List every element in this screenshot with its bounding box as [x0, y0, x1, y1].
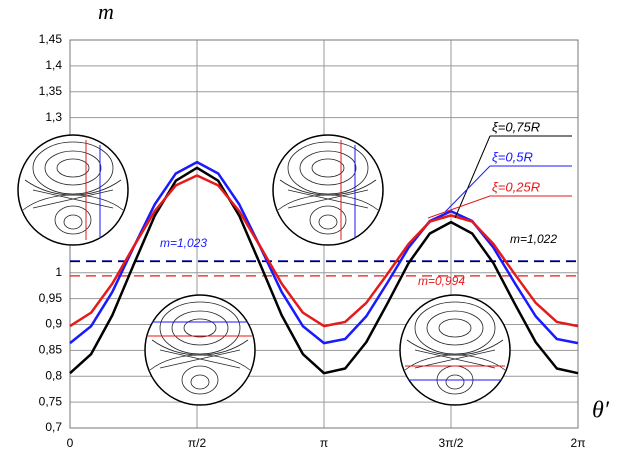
x-tick-label: 3π/2 — [439, 436, 464, 450]
y-tick-label: 0,8 — [45, 368, 62, 382]
series-line — [69, 174, 579, 328]
x-tick-label: 0 — [67, 436, 74, 450]
y-tick-label: 0,75 — [39, 394, 63, 408]
x-tick-label: 2π — [571, 436, 586, 450]
series-line — [69, 160, 579, 345]
reference-label: m=1,022 — [510, 232, 557, 246]
legend-leader — [454, 135, 491, 219]
x-tick-label: π — [320, 436, 328, 450]
y-tick-label: 0,7 — [45, 420, 62, 434]
legend-leader — [427, 195, 491, 219]
reference-label: m=1,023 — [160, 236, 207, 250]
x-tick-label: π/2 — [188, 436, 207, 450]
reference-label: m=0,994 — [418, 274, 465, 288]
legend-leader — [444, 165, 491, 213]
y-tick-label: 1 — [55, 265, 62, 279]
insets — [17, 134, 511, 406]
y-tick-label: 0,95 — [39, 291, 63, 305]
y-tick-label: 0,9 — [45, 317, 62, 331]
y-tick-label: 0,85 — [39, 343, 63, 357]
series-line — [69, 166, 579, 375]
x-axis-label: θ′ — [592, 398, 610, 424]
y-axis-label: m — [98, 0, 114, 24]
y-tick-label: 1,45 — [39, 32, 63, 46]
legend-label: ξ=0,25R — [492, 179, 540, 194]
y-tick-label: 1,4 — [45, 58, 62, 72]
y-tick-label: 1,3 — [45, 110, 62, 124]
y-tick-label: 1,35 — [39, 84, 63, 98]
legend-label: ξ=0,5R — [492, 149, 533, 164]
legend-label: ξ=0,75R — [492, 119, 540, 134]
